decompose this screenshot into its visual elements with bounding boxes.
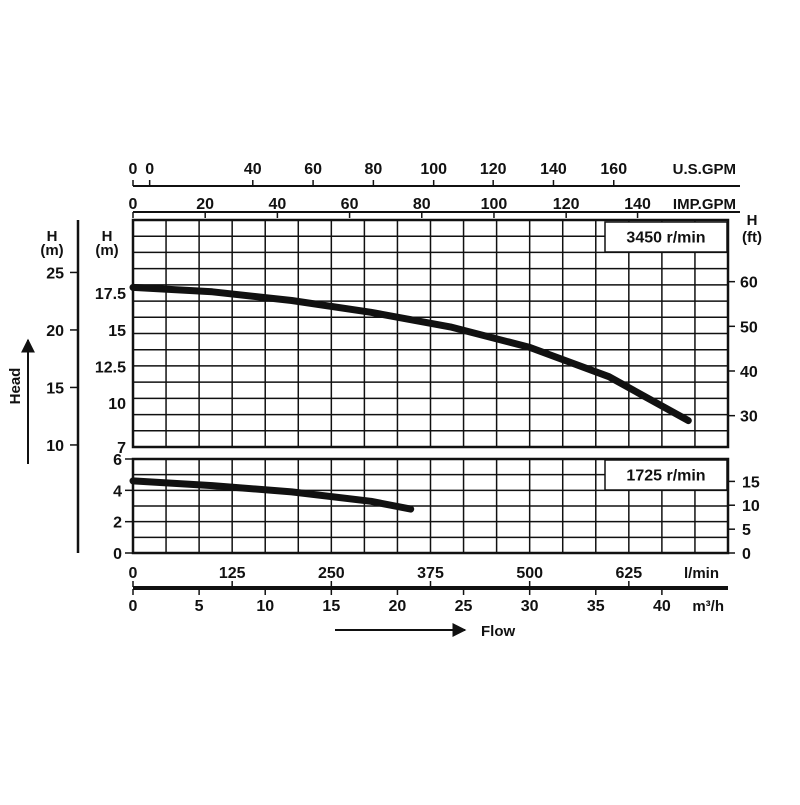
m3h-tick-label: 0 (129, 598, 138, 615)
m3h-tick-label: 25 (455, 598, 473, 615)
lower-left-tick-label: 6 (113, 452, 122, 469)
us-gpm-tick-label: 120 (480, 161, 507, 178)
outer-head-tick-label: 25 (46, 265, 64, 282)
upper-left-tick-label: 17.5 (95, 286, 126, 303)
imp-gpm-tick-label: 60 (341, 196, 359, 213)
curve-3450-rpm (129, 283, 692, 425)
imp-gpm-tick-label: 20 (196, 196, 214, 213)
imp-gpm-tick-label: 120 (553, 196, 580, 213)
imp-gpm-tick-label: 140 (624, 196, 651, 213)
curve-1725-rpm (129, 477, 415, 513)
right-h-unit-top: H (747, 212, 758, 229)
upper-left-tick-label: 10 (108, 396, 126, 413)
lower-left-tick-label: 4 (113, 483, 122, 500)
m3h-unit-label: m³/h (692, 598, 724, 615)
lower-right-tick-label: 10 (742, 498, 760, 515)
lower-right-tick-label: 5 (742, 522, 751, 539)
outer-head-tick-label: 15 (46, 380, 64, 397)
us-gpm-tick-label: 160 (600, 161, 627, 178)
us-gpm-tick-label: 80 (364, 161, 382, 178)
outer-h-unit-top: H (47, 228, 58, 245)
speed-label-3450-box (604, 221, 728, 253)
upper-left-tick-label: 7 (117, 440, 126, 457)
m3h-tick-label: 40 (653, 598, 671, 615)
outer-head-tick-label: 10 (46, 438, 64, 455)
upper-panel-frame (131, 218, 730, 449)
imp-gpm-tick-label: 0 (129, 196, 138, 213)
speed-label-3450: 3450 r/min (626, 230, 705, 247)
lmin-tick-label: 625 (615, 565, 642, 582)
us-gpm-tick-label: 140 (540, 161, 567, 178)
m3h-tick-label: 5 (195, 598, 204, 615)
us-gpm-tick-label: 60 (304, 161, 322, 178)
upper-right-tick-label: 40 (740, 364, 758, 381)
m3h-tick-label: 20 (389, 598, 407, 615)
upper-left-tick-label: 15 (108, 323, 126, 340)
imp-gpm-tick-label: 40 (268, 196, 286, 213)
us-gpm-unit-label: U.S.GPM (673, 161, 736, 178)
head-axis-label: Head (7, 368, 24, 405)
lower-right-tick-label: 15 (742, 474, 760, 491)
outer-head-tick-label: 20 (46, 323, 64, 340)
lower-right-tick-label: 0 (742, 546, 751, 563)
us-gpm-tick-label: 0 (129, 161, 138, 178)
us-gpm-tick-label: 100 (420, 161, 447, 178)
lmin-tick-label: 125 (219, 565, 246, 582)
speed-label-1725-box (604, 459, 728, 491)
us-gpm-tick-label: 40 (244, 161, 262, 178)
flow-axis-label: Flow (481, 623, 515, 640)
lmin-unit-label: l/min (684, 565, 719, 582)
speed-label-1725: 1725 r/min (626, 468, 705, 485)
upper-right-tick-label: 30 (740, 409, 758, 426)
imp-gpm-tick-label: 100 (481, 196, 508, 213)
upper-left-tick-label: 12.5 (95, 359, 126, 376)
lmin-tick-label: 375 (417, 565, 444, 582)
lmin-tick-label: 0 (129, 565, 138, 582)
lmin-tick-label: 500 (516, 565, 543, 582)
imp-gpm-tick-label: 80 (413, 196, 431, 213)
lmin-tick-label: 250 (318, 565, 345, 582)
right-h-unit-bottom: (ft) (742, 229, 762, 246)
outer-h-unit-bottom: (m) (40, 242, 63, 259)
m3h-tick-label: 30 (521, 598, 539, 615)
upper-h-unit-top: H (102, 228, 113, 245)
imp-gpm-unit-label: IMP.GPM (673, 196, 736, 213)
lower-left-tick-label: 0 (113, 546, 122, 563)
upper-right-tick-label: 60 (740, 275, 758, 292)
m3h-tick-label: 35 (587, 598, 605, 615)
upper-h-unit-bottom: (m) (95, 242, 118, 259)
us-gpm-tick-label: 0 (145, 161, 154, 178)
m3h-tick-label: 10 (256, 598, 274, 615)
lower-left-tick-label: 2 (113, 515, 122, 532)
m3h-tick-label: 15 (322, 598, 340, 615)
lower-panel-frame (131, 457, 730, 555)
upper-right-tick-label: 50 (740, 319, 758, 336)
